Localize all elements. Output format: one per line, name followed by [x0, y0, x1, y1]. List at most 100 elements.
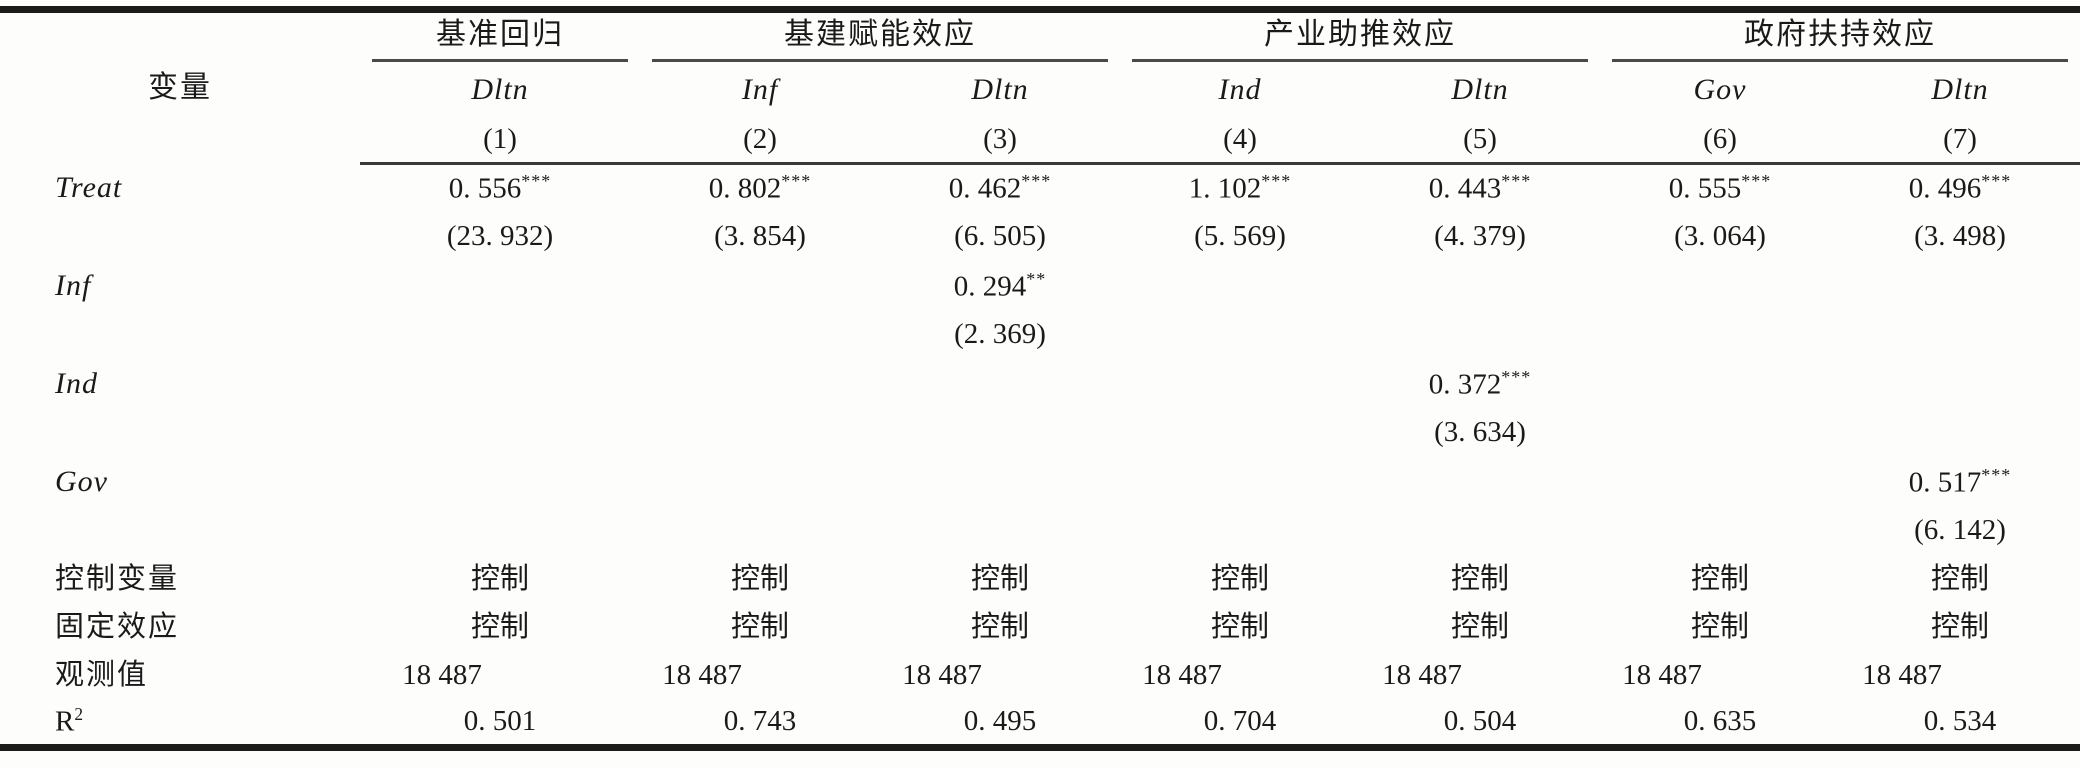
controls-row: 控制变量 控制 控制 控制 控制 控制 控制 控制: [0, 556, 2080, 604]
coef-cell: [1600, 262, 1840, 310]
tstat-cell: [1840, 408, 2080, 458]
tstat-cell: [640, 408, 880, 458]
tstat-cell: [1600, 408, 1840, 458]
group-government-effect: 政府扶持效应: [1600, 10, 2080, 62]
observations-cell: 18 487: [1862, 659, 1942, 691]
tstat-cell: [1120, 408, 1360, 458]
tstat-cell: [880, 408, 1120, 458]
colnum-3: (3): [880, 117, 1120, 165]
depvar-col2: Inf: [741, 72, 779, 106]
colnum-7: (7): [1840, 117, 2080, 165]
controls-cell: 控制: [1210, 563, 1269, 595]
fixed-effects-row: 固定效应 控制 控制 控制 控制 控制 控制 控制: [0, 604, 2080, 652]
treat-tstat-row: (23. 932) (3. 854) (6. 505) (5. 569) (4.…: [0, 212, 2080, 262]
coef-cell: 0. 294**: [953, 268, 1047, 303]
observations-cell: 18 487: [902, 659, 982, 691]
tstat-cell: (3. 498): [1914, 220, 2006, 252]
coef-cell: [1120, 262, 1360, 310]
group-baseline: 基准回归: [360, 10, 640, 62]
r-squared-cell: 0. 704: [1203, 705, 1277, 738]
controls-cell: 控制: [1930, 563, 1989, 595]
observations-row: 观测值 18 487 18 487 18 487 18 487 18 487 1…: [0, 652, 2080, 700]
tstat-cell: [1120, 310, 1360, 360]
tstat-cell: [360, 408, 640, 458]
coef-cell: [1120, 458, 1360, 506]
tstat-cell: [1120, 506, 1360, 556]
observations-cell: 18 487: [1142, 659, 1222, 691]
tstat-cell: (3. 634): [1434, 416, 1526, 448]
coef-cell: [1600, 458, 1840, 506]
coef-cell: [360, 262, 640, 310]
tstat-cell: (5. 569): [1194, 220, 1286, 252]
row-label-fixed-effects: 固定效应: [55, 611, 180, 643]
r-squared-cell: 0. 504: [1443, 705, 1517, 738]
depvar-col4: Ind: [1218, 72, 1262, 106]
depvar-col5: Dltn: [1451, 72, 1509, 106]
group-infrastructure-effect: 基建赋能效应: [640, 10, 1120, 62]
colnum-2: (2): [640, 117, 880, 165]
regression-table: 变量 基准回归 基建赋能效应 产业助推效应 政府扶持效应 Dltn Inf Dl…: [0, 6, 2080, 751]
ind-coef-row: Ind 0. 372***: [0, 360, 2080, 408]
row-label-r-squared: R2: [55, 704, 84, 739]
coef-cell: 0. 555***: [1668, 171, 1772, 206]
fixed-effects-cell: 控制: [970, 611, 1029, 643]
observations-cell: 18 487: [662, 659, 742, 691]
colnum-6: (6): [1600, 117, 1840, 165]
coef-cell: [880, 458, 1120, 506]
controls-cell: 控制: [970, 563, 1029, 595]
controls-cell: 控制: [1690, 563, 1749, 595]
tstat-cell: [880, 506, 1120, 556]
coef-cell: [640, 262, 880, 310]
r-squared-row: R2 0. 501 0. 743 0. 495 0. 704 0. 504 0.…: [0, 700, 2080, 748]
coef-cell: 0. 556***: [448, 171, 552, 206]
fixed-effects-cell: 控制: [1930, 611, 1989, 643]
tstat-cell: (4. 379): [1434, 220, 1526, 252]
treat-coef-row: Treat 0. 556*** 0. 802*** 0. 462*** 1. 1…: [0, 164, 2080, 212]
row-label-treat: Treat: [55, 170, 123, 204]
tstat-cell: [1600, 310, 1840, 360]
inf-coef-row: Inf 0. 294**: [0, 262, 2080, 310]
group-header-row: 变量 基准回归 基建赋能效应 产业助推效应 政府扶持效应: [0, 10, 2080, 103]
r-squared-cell: 0. 501: [463, 705, 537, 738]
row-label-controls: 控制变量: [55, 563, 180, 595]
controls-cell: 控制: [1450, 563, 1509, 595]
coef-cell: 0. 372***: [1428, 366, 1532, 401]
fixed-effects-cell: 控制: [1210, 611, 1269, 643]
fixed-effects-cell: 控制: [470, 611, 529, 643]
tstat-cell: [1360, 310, 1600, 360]
tstat-cell: (6. 505): [954, 220, 1046, 252]
tstat-cell: (3. 064): [1674, 220, 1766, 252]
colnum-5: (5): [1360, 117, 1600, 165]
controls-cell: 控制: [730, 563, 789, 595]
controls-cell: 控制: [470, 563, 529, 595]
observations-cell: 18 487: [1622, 659, 1702, 691]
row-label-ind: Ind: [55, 366, 98, 400]
row-label-observations: 观测值: [55, 659, 149, 691]
coef-cell: [1840, 262, 2080, 310]
fixed-effects-cell: 控制: [730, 611, 789, 643]
ind-tstat-row: (3. 634): [0, 408, 2080, 458]
tstat-cell: (23. 932): [446, 220, 554, 252]
depvar-col1: Dltn: [471, 72, 529, 106]
coef-cell: [360, 360, 640, 408]
depvar-col7: Dltn: [1931, 72, 1989, 106]
tstat-cell: (6. 142): [1914, 514, 2006, 546]
depvar-col6: Gov: [1693, 72, 1747, 106]
row-label-inf: Inf: [55, 268, 92, 302]
coef-cell: [1360, 262, 1600, 310]
tstat-cell: [640, 310, 880, 360]
coef-cell: 1. 102***: [1188, 171, 1292, 206]
colnum-1: (1): [360, 117, 640, 165]
row-label-gov: Gov: [55, 464, 108, 498]
colnum-4: (4): [1120, 117, 1360, 165]
tstat-cell: [360, 506, 640, 556]
variable-column-header: 变量: [148, 71, 212, 105]
observations-cell: 18 487: [1382, 659, 1462, 691]
depvar-header-row: Dltn Inf Dltn Ind Dltn Gov Dltn: [0, 62, 2080, 118]
coef-cell: [1600, 360, 1840, 408]
coef-cell: [1360, 458, 1600, 506]
coef-cell: 0. 802***: [708, 171, 812, 206]
coef-cell: [640, 360, 880, 408]
observations-cell: 18 487: [402, 659, 482, 691]
